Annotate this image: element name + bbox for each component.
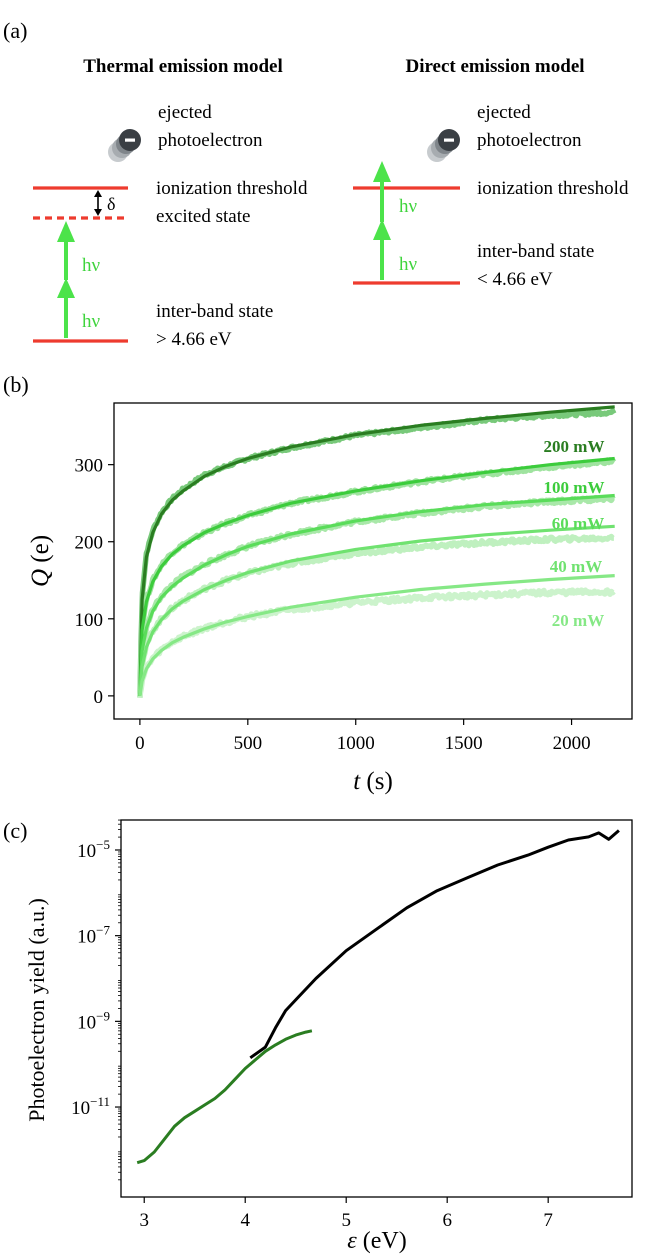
x-tick-label: 500 xyxy=(234,733,263,754)
yield-plot-frame xyxy=(120,819,633,1198)
series-label: 60 mW xyxy=(552,514,604,533)
panel-b: (b) 0 500 1000 1500 2000 0 100 200 300 200 mW 100… xyxy=(3,372,633,795)
series-label: 40 mW xyxy=(550,557,602,576)
series-label: 200 mW xyxy=(544,437,605,456)
direct-model-title: Direct emission model xyxy=(405,56,584,77)
series-label: 100 mW xyxy=(544,478,605,497)
y-axis-label: Photoelectron yield (a.u.) xyxy=(24,898,49,1122)
y-tick-label: 0 xyxy=(94,687,104,708)
panel-c: (c) 3 4 5 6 7 10−11 10−9 10−7 10−5 ε (eV) Photoe… xyxy=(3,818,633,1254)
panel-b-label: (b) xyxy=(3,372,29,397)
fit-curve-100mw xyxy=(138,456,615,696)
yield-plot-ticks: 3 4 5 6 7 10−11 10−9 10−7 10−5 xyxy=(71,819,553,1231)
y-tick-label: 10−11 xyxy=(71,1094,110,1119)
photon-arrow-upper xyxy=(373,161,391,222)
thermal-model: Thermal emission model ejected photoelec… xyxy=(33,56,308,350)
photoelectron-label: photoelectron xyxy=(158,130,263,151)
x-tick-label: 1000 xyxy=(337,733,375,754)
fit-curve-200mw xyxy=(138,405,615,696)
inter-band-label: inter-band state xyxy=(156,301,273,322)
model-yield-curve xyxy=(136,1029,313,1165)
photon-arrow-upper xyxy=(57,221,75,280)
charge-plot-ticks: 0 500 1000 1500 2000 0 100 200 300 xyxy=(75,456,591,754)
ejected-label: ejected xyxy=(158,102,212,123)
y-tick-label: 10−9 xyxy=(77,1008,110,1033)
direct-model: Direct emission model ejected photoelect… xyxy=(353,56,629,290)
x-tick-label: 6 xyxy=(442,1210,452,1231)
x-tick-label: 4 xyxy=(240,1210,250,1231)
charge-plot xyxy=(137,405,617,698)
threshold-label: ionization threshold xyxy=(477,178,629,199)
photoelectron-label: photoelectron xyxy=(477,130,582,151)
threshold-label: ionization threshold xyxy=(156,178,308,199)
y-tick-label: 100 xyxy=(75,610,104,631)
excited-state-label: excited state xyxy=(156,206,250,227)
energy-label: > 4.66 eV xyxy=(156,329,232,350)
data-trace-20mw xyxy=(137,587,616,697)
y-tick-label: 10−5 xyxy=(77,837,110,862)
photon-arrow-lower xyxy=(373,219,391,280)
y-tick-label: 200 xyxy=(75,533,104,554)
x-tick-label: 3 xyxy=(139,1210,149,1231)
inter-band-label: inter-band state xyxy=(477,241,594,262)
yield-plot xyxy=(136,829,620,1165)
x-tick-label: 5 xyxy=(341,1210,351,1231)
y-tick-label: 300 xyxy=(75,456,104,477)
hv-label-upper: hν xyxy=(82,255,101,276)
ejected-label: ejected xyxy=(477,102,531,123)
hv-label-upper: hν xyxy=(399,196,418,217)
x-tick-label: 1500 xyxy=(445,733,483,754)
fit-curve-60mw xyxy=(138,493,615,696)
delta-arrow xyxy=(94,190,102,216)
delta-symbol: δ xyxy=(107,194,115,214)
x-tick-label: 0 xyxy=(135,733,145,754)
panel-c-label: (c) xyxy=(3,818,27,843)
measured-yield-curve xyxy=(249,829,620,1060)
charge-plot-frame xyxy=(113,402,633,720)
hv-label-lower: hν xyxy=(82,311,101,332)
energy-label: < 4.66 eV xyxy=(477,269,553,290)
x-tick-label: 2000 xyxy=(553,733,591,754)
fit-curve-40mw xyxy=(138,524,615,697)
x-axis-label: t (s) xyxy=(353,768,393,795)
fit-curve-20mw xyxy=(138,574,615,697)
photon-arrow-lower xyxy=(57,278,75,338)
panel-a: (a) Thermal emission model ejected photo… xyxy=(3,18,629,350)
charge-plot-series-labels: 200 mW 100 mW 60 mW 40 mW 20 mW xyxy=(544,437,605,630)
x-axis-label: ε (eV) xyxy=(347,1228,406,1254)
electron-icon xyxy=(427,129,460,162)
y-axis-label: Q (e) xyxy=(27,535,54,587)
series-label: 20 mW xyxy=(552,611,604,630)
thermal-model-title: Thermal emission model xyxy=(83,56,283,77)
panel-a-label: (a) xyxy=(3,18,27,43)
electron-icon xyxy=(108,129,141,162)
hv-label-lower: hν xyxy=(399,254,418,275)
x-tick-label: 7 xyxy=(543,1210,553,1231)
y-tick-label: 10−7 xyxy=(77,923,110,948)
